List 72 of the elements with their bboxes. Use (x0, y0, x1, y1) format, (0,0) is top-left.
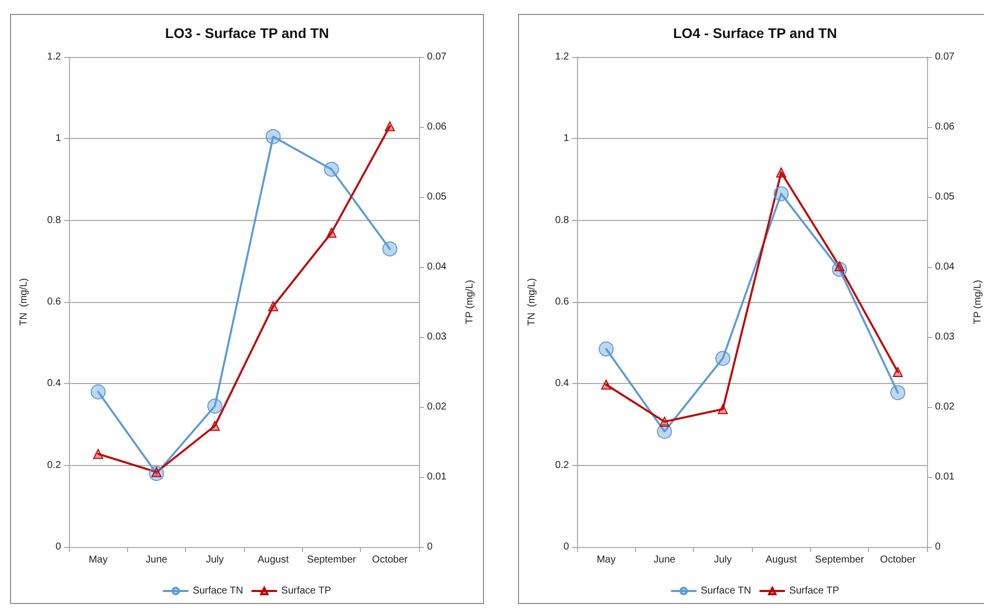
point (326, 228, 336, 238)
x-tick-label: September (307, 554, 357, 566)
x-tick-label: September (815, 554, 865, 566)
point (660, 416, 670, 427)
point (382, 241, 398, 256)
y2-tick-label: 0 (935, 542, 941, 552)
point (890, 385, 906, 400)
y-tick-label: 0.6 (555, 296, 570, 308)
x-tick-label: October (372, 554, 408, 566)
point (268, 301, 278, 312)
legend-label: Surface TN (700, 586, 752, 596)
y2-tick-label: 0.04 (935, 262, 955, 272)
point (598, 341, 614, 356)
point (657, 424, 672, 439)
y2-tick-label: 0.07 (427, 52, 447, 62)
y-tick-label: 0.2 (47, 460, 62, 471)
y2-tick-label: 0.01 (427, 472, 447, 482)
point (718, 404, 728, 414)
y-tick-label: 1.2 (47, 52, 62, 62)
y2-tick-label: 0.05 (935, 192, 955, 202)
y-tick-label: 0.4 (47, 378, 62, 390)
y2-tick-label: 0.02 (427, 402, 447, 412)
point (324, 162, 339, 177)
point (776, 168, 786, 178)
legend-label: Surface TP (789, 586, 840, 596)
y-axis-title: TN (mg/L) (18, 278, 30, 326)
point (774, 186, 789, 202)
y2-axis-title: TP (mg/L) (972, 280, 984, 324)
point (93, 448, 104, 459)
x-tick-label: May (596, 554, 616, 566)
x-tick-label: May (88, 554, 108, 566)
y-tick-label: 0 (55, 542, 62, 552)
point (210, 420, 220, 431)
y-tick-label: 1 (563, 133, 570, 144)
y2-tick-label: 0.05 (427, 192, 447, 202)
point (892, 367, 903, 377)
y2-tick-label: 0.01 (935, 472, 955, 482)
y2-tick-label: 0.03 (935, 332, 955, 342)
y-tick-label: 1.2 (555, 52, 570, 62)
y-tick-label: 0.8 (555, 214, 570, 226)
point (601, 380, 612, 390)
point (715, 350, 730, 366)
y-tick-label: 1 (55, 133, 62, 144)
x-tick-label: July (714, 554, 732, 566)
chart-title: LO4 - Surface TP and TN (673, 25, 837, 41)
y2-axis-title: TP (mg/L) (464, 280, 476, 324)
y-tick-label: 0.2 (555, 460, 570, 471)
y-axis-title: TN (mg/L) (526, 278, 538, 326)
x-tick-label: June (146, 554, 168, 566)
point (266, 129, 281, 144)
y-tick-label: 0.8 (47, 214, 62, 226)
x-tick-label: August (258, 554, 289, 566)
legend-label: Surface TP (281, 586, 332, 596)
y2-tick-label: 0.03 (427, 332, 447, 342)
y2-tick-label: 0.06 (935, 122, 955, 132)
x-tick-label: August (766, 554, 797, 566)
point (384, 121, 395, 132)
point (207, 398, 222, 414)
x-tick-label: June (654, 554, 676, 566)
x-tick-label: October (880, 554, 916, 566)
y-tick-label: 0.4 (555, 378, 570, 390)
x-tick-label: July (206, 554, 224, 566)
y2-tick-label: 0 (427, 542, 433, 552)
chart-title: LO3 - Surface TP and TN (165, 25, 329, 41)
point (90, 384, 106, 400)
y2-tick-label: 0.04 (427, 262, 447, 272)
y2-tick-label: 0.07 (935, 52, 955, 62)
y-tick-label: 0.6 (47, 296, 62, 308)
y2-tick-label: 0.06 (427, 122, 447, 132)
legend-label: Surface TN (192, 586, 244, 596)
y-tick-label: 0 (563, 542, 570, 552)
y2-tick-label: 0.02 (935, 402, 955, 412)
